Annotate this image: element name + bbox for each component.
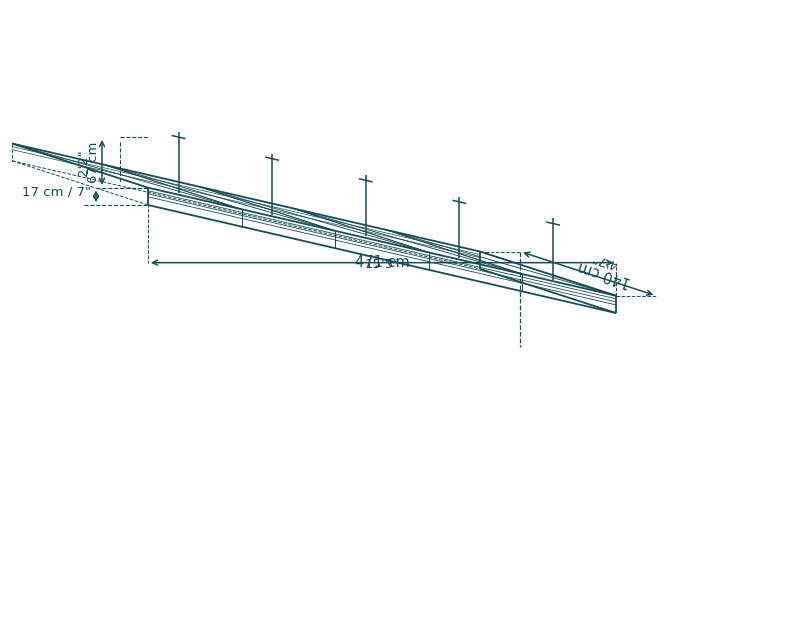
- Text: 15'5": 15'5": [365, 258, 400, 271]
- Text: 67 cm: 67 cm: [87, 141, 100, 183]
- Text: 2'2": 2'2": [77, 149, 90, 175]
- Text: 17 cm / 7": 17 cm / 7": [22, 186, 91, 199]
- Text: 4'7": 4'7": [590, 250, 619, 271]
- Text: 471 cm: 471 cm: [354, 255, 410, 269]
- Text: 140 cm: 140 cm: [576, 258, 633, 289]
